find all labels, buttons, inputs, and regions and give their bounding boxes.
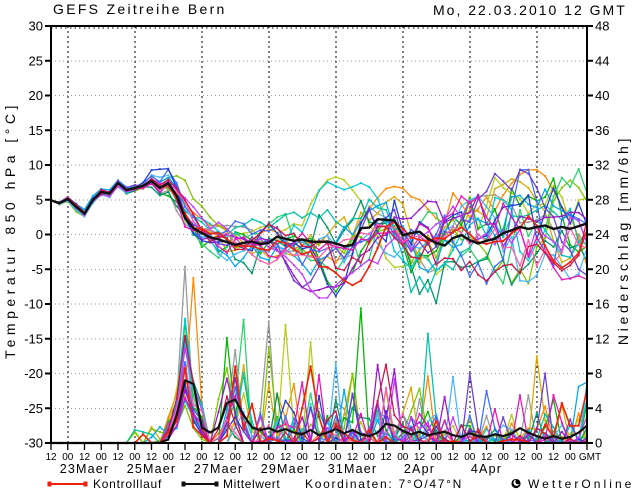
- svg-text:-5: -5: [31, 262, 43, 277]
- svg-text:WetterOnline: WetterOnline: [528, 477, 634, 490]
- svg-text:31Maer: 31Maer: [328, 462, 378, 476]
- svg-text:23Maer: 23Maer: [60, 462, 110, 476]
- svg-text:-30: -30: [24, 436, 43, 451]
- svg-text:12: 12: [280, 452, 292, 463]
- svg-text:27Maer: 27Maer: [194, 462, 244, 476]
- svg-text:00: 00: [565, 452, 577, 463]
- svg-text:8: 8: [595, 366, 602, 381]
- svg-text:-15: -15: [24, 331, 43, 346]
- svg-text:00: 00: [297, 452, 309, 463]
- svg-text:12: 12: [380, 452, 392, 463]
- svg-text:20: 20: [595, 262, 609, 277]
- svg-text:44: 44: [595, 53, 609, 68]
- svg-text:25: 25: [29, 53, 43, 68]
- svg-text:12: 12: [112, 452, 124, 463]
- svg-text:00: 00: [498, 452, 510, 463]
- svg-text:00: 00: [129, 452, 141, 463]
- svg-text:-25: -25: [24, 401, 43, 416]
- svg-text:00: 00: [464, 452, 476, 463]
- svg-text:Temperatur 850 hPa [°C]: Temperatur 850 hPa [°C]: [2, 101, 18, 359]
- svg-text:Koordinaten: 7°O/47°N: Koordinaten: 7°O/47°N: [305, 477, 463, 490]
- svg-text:Niederschlag [mm/6h]: Niederschlag [mm/6h]: [615, 135, 631, 345]
- svg-text:12: 12: [514, 452, 526, 463]
- svg-text:20: 20: [29, 88, 43, 103]
- svg-text:12: 12: [347, 452, 359, 463]
- svg-text:12: 12: [213, 452, 225, 463]
- svg-text:Kontrolllauf: Kontrolllauf: [93, 477, 162, 490]
- svg-text:12: 12: [595, 331, 609, 346]
- svg-text:40: 40: [595, 88, 609, 103]
- svg-text:12: 12: [246, 452, 258, 463]
- svg-text:10: 10: [29, 158, 43, 173]
- svg-text:00: 00: [364, 452, 376, 463]
- svg-text:24: 24: [595, 227, 609, 242]
- svg-text:00: 00: [431, 452, 443, 463]
- svg-text:12: 12: [179, 452, 191, 463]
- svg-text:5: 5: [36, 192, 43, 207]
- svg-text:0: 0: [595, 436, 602, 451]
- svg-text:28: 28: [595, 192, 609, 207]
- svg-text:12: 12: [481, 452, 493, 463]
- svg-text:0: 0: [36, 227, 43, 242]
- svg-text:36: 36: [595, 123, 609, 138]
- svg-text:12: 12: [146, 452, 158, 463]
- svg-text:00: 00: [330, 452, 342, 463]
- svg-text:12: 12: [313, 452, 325, 463]
- svg-text:00: 00: [163, 452, 175, 463]
- svg-text:15: 15: [29, 123, 43, 138]
- svg-text:00: 00: [62, 452, 74, 463]
- svg-text:00: 00: [196, 452, 208, 463]
- svg-text:4: 4: [595, 401, 602, 416]
- svg-text:29Maer: 29Maer: [261, 462, 311, 476]
- svg-text:2Apr: 2Apr: [404, 462, 435, 476]
- svg-text:16: 16: [595, 297, 609, 312]
- svg-text:-10: -10: [24, 297, 43, 312]
- svg-text:GEFS Zeitreihe Bern: GEFS Zeitreihe Bern: [53, 1, 227, 17]
- svg-text:48: 48: [595, 19, 609, 34]
- svg-text:25Maer: 25Maer: [127, 462, 177, 476]
- svg-text:32: 32: [595, 158, 609, 173]
- svg-text:12: 12: [447, 452, 459, 463]
- svg-text:12: 12: [45, 452, 57, 463]
- svg-text:12: 12: [548, 452, 560, 463]
- svg-text:00: 00: [230, 452, 242, 463]
- svg-text:GMT: GMT: [579, 452, 601, 463]
- svg-text:00: 00: [96, 452, 108, 463]
- svg-text:4Apr: 4Apr: [471, 462, 502, 476]
- svg-text:00: 00: [397, 452, 409, 463]
- svg-text:12: 12: [414, 452, 426, 463]
- svg-text:Mittelwert: Mittelwert: [223, 477, 280, 490]
- svg-text:00: 00: [531, 452, 543, 463]
- svg-text:-20: -20: [24, 366, 43, 381]
- svg-text:30: 30: [29, 19, 43, 34]
- svg-text:12: 12: [79, 452, 91, 463]
- svg-text:00: 00: [263, 452, 275, 463]
- svg-text:Mo, 22.03.2010 12 GMT: Mo, 22.03.2010 12 GMT: [433, 2, 627, 18]
